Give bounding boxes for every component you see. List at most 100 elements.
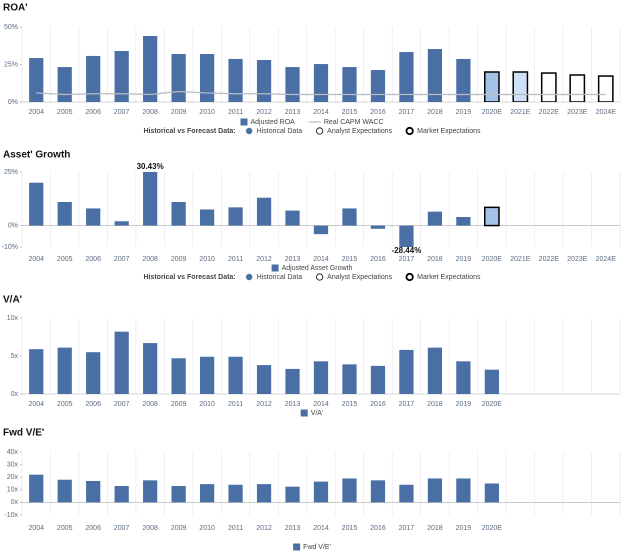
x-tick-label: 2021E [510,256,531,263]
legend-title: Historical vs Forecast Data: [143,128,235,135]
x-tick-label: 2005 [57,525,73,532]
bar [228,484,243,503]
x-tick-label: 2005 [57,109,73,116]
bar [484,369,499,394]
x-tick-label: 2012 [256,401,272,408]
x-tick-label: 2011 [228,525,243,532]
bar [256,484,272,503]
bar [114,51,129,102]
x-tick-label: 2018 [427,401,443,408]
x-tick-label: 2013 [285,401,301,408]
y-tick-label: -10x [4,512,18,519]
y-tick-label: 25% [4,61,18,68]
x-tick-label: 2022E [539,256,560,263]
x-tick-label: 2023E [567,109,588,116]
data-label: -28.44% [392,246,422,255]
bar [199,54,215,102]
x-tick-label: 2015 [342,525,358,532]
bar [199,209,215,226]
bar [256,197,272,226]
x-tick-label: 2018 [427,256,443,263]
x-tick-label: 2016 [370,525,386,532]
x-tick-label: 2009 [171,256,187,263]
bar [456,361,471,394]
plot [29,331,499,394]
legend-swatch [271,264,279,272]
x-tick-label: 2020E [482,256,503,263]
bar [57,202,72,226]
y-tick-label: 0% [8,222,18,229]
y-tick-label: 10x [7,315,19,322]
x-tick-label: 2022E [539,109,560,116]
x-tick-label: 2019 [456,109,472,116]
bar [342,208,357,226]
bar [171,54,186,102]
x-tick-label: 2016 [370,109,386,116]
x-tick-label: 2021E [510,109,531,116]
y-tick-label: 0% [8,99,18,106]
bar [313,64,329,102]
bar [313,361,329,394]
bar [483,71,500,102]
x-tick-label: 2006 [85,525,101,532]
bar [569,74,586,102]
bar [199,484,215,503]
x-tick-label: 2012 [256,525,272,532]
bar [285,486,300,503]
x-tick-label: 2018 [427,109,443,116]
y-tick-label: 0x [11,391,19,398]
x-tick-label: 2017 [399,109,415,116]
x-tick-label: 2011 [228,109,243,116]
legend-swatch [240,118,248,126]
data-label: 30.43% [137,162,164,171]
bar [370,70,386,102]
x-tick-label: 2014 [313,256,329,263]
chart-title: ROA' [3,3,28,14]
y-tick-label: -10% [2,244,18,251]
bar [228,58,243,102]
x-tick-label: 2020E [482,109,503,116]
forecast-legend: Historical vs Forecast Data: Historical D… [143,272,481,282]
x-tick-label: 2006 [85,256,101,263]
bar [256,60,272,102]
legend: V/A' [300,409,323,417]
plot [29,36,614,102]
bar [86,208,101,226]
x-tick-label: 2004 [28,256,44,263]
legend-label: Analyst Expectations [327,128,392,135]
bar [483,206,500,227]
legend-marker [405,272,414,282]
bar [143,36,158,102]
x-tick-label: 2006 [85,109,101,116]
bar [228,356,243,394]
x-tick-label: 2023E [567,256,588,263]
x-tick-label: 2019 [456,525,472,532]
y-tick-label: 0x [11,499,19,506]
legend-swatch [293,543,301,551]
legend-marker [245,127,253,135]
legend-label: Fwd V/E' [303,544,331,551]
bar [256,365,272,394]
bar [540,72,557,102]
legend-swatch [300,409,308,417]
bar [29,349,44,394]
bar [427,49,443,102]
legend-title: Historical vs Forecast Data: [143,274,235,281]
bar [456,217,471,226]
x-tick-label: 2004 [28,109,44,116]
bar [427,347,443,394]
legend-marker [245,273,253,281]
x-tick-label: 2015 [342,109,358,116]
x-tick-label: 2004 [28,525,44,532]
legend-label: Market Expectations [417,274,481,281]
bar [29,474,44,503]
y-tick-label: 25% [4,169,18,176]
bar [171,202,186,226]
x-tick-label: 2010 [199,109,215,116]
chart-title: V/A' [3,295,22,306]
x-tick-label: 2005 [57,401,73,408]
legend-label: Market Expectations [417,128,481,135]
legend-label: Historical Data [257,274,303,281]
bar [342,67,357,102]
